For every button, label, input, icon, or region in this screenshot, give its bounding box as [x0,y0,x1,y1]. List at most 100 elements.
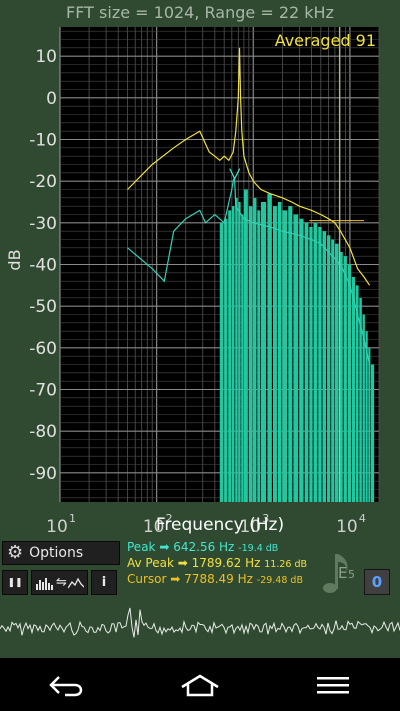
av-peak-label: Av Peak [127,556,174,570]
gear-icon: ⚙ [7,542,24,563]
x-axis-label: Frequency (Hz) [156,515,284,535]
db-tick-label: -30 [29,214,57,234]
peak-db: -19.4 dB [238,543,279,554]
spectrum-bar [318,227,322,502]
peak-value: 642.56 Hz [173,540,235,554]
db-tick-label: -50 [29,297,57,317]
spectrum-bar [351,277,356,502]
note-octave: 5 [348,568,355,581]
arrow-icon: ➡ [170,572,181,586]
frequency-tick-exponent: 1 [69,512,76,525]
options-button[interactable]: ⚙ Options [2,541,120,565]
home-button[interactable] [160,658,240,711]
db-tick-label: -70 [29,381,57,401]
swap-icon: ⇋ [56,575,67,590]
cursor-value: 7788.49 Hz [184,572,253,586]
home-icon [181,674,219,696]
spectrum-bar [267,193,272,502]
averaged-counter: Averaged 91 [275,31,376,50]
db-tick-label: 0 [46,89,57,109]
spectrum-plot[interactable]: 100-10-20-30-40-50-60-70-80-90 10 1 10 2 10 3… [0,0,400,540]
spectrum-bar [231,206,235,502]
info-button[interactable]: i [91,570,117,595]
menu-icon [317,676,350,693]
frequency-tick-labels: 10 1 10 2 10 3 10 4 [46,512,366,537]
db-tick-label: -40 [29,256,57,276]
spectrum-bar [313,222,318,503]
spectrum-bar [235,197,238,503]
peak-label: Peak [127,540,156,554]
spectrum-bar [243,189,248,502]
spectrum-bar [304,222,309,503]
spectrum-bars [219,189,375,503]
bars-icon [36,577,54,590]
spectrum-bar [277,202,282,502]
frequency-tick-label: 10 [239,517,261,537]
peak-marker [229,168,241,181]
cursor-readout: Cursor ➡ 7788.49 Hz -29.48 dB [127,572,327,588]
db-tick-label: -60 [29,339,57,359]
spectrum-bar [362,314,365,502]
spectrum-bar [293,214,299,502]
spectrum-bar [327,235,331,503]
note-letter: E [338,564,347,582]
spectrum-bar [238,202,241,502]
average-spectrum-line [127,47,371,286]
cursor-db: -29.48 dB [256,575,303,586]
frequency-tick-label: 10 [46,517,68,537]
waveform-display [0,607,400,638]
spectrum-bar [299,218,304,502]
pause-button[interactable]: ❚❚ [2,570,28,595]
db-tick-labels: 10 0 -10 -20 -30 -40 -50 -60 -70 -80 -90 [29,47,57,484]
spectrum-bar [331,239,335,502]
spectrum-bar [359,297,362,502]
spectrum-lines [127,47,371,365]
spectrum-bar [347,264,352,502]
spectrum-bar [370,364,375,502]
back-button[interactable] [27,658,107,711]
waveform-trace [0,607,400,638]
db-tick-label: -90 [29,464,57,484]
spectrum-bar [272,206,277,502]
spectrum-bar [257,210,261,503]
peak-readouts: Peak ➡ 642.56 Hz -19.4 dB Av Peak ➡ 1789… [127,540,327,588]
av-peak-value: 1789.62 Hz [191,556,261,570]
arrow-icon: ➡ [159,540,170,554]
av-peak-readout: Av Peak ➡ 1789.62 Hz 11.26 dB [127,556,327,572]
frequency-tick-exponent: 4 [359,512,366,525]
frequency-tick-exponent: 3 [262,512,269,525]
spectrum-bar [253,197,257,503]
frequency-tick-label: 10 [143,517,165,537]
spectrum-bar [248,206,253,502]
av-peak-db: 11.26 dB [264,559,307,570]
info-icon: i [101,575,107,590]
frequency-tick-exponent: 2 [166,512,173,525]
spectrum-bar [365,331,368,502]
spectrum-bar [368,347,371,502]
spectrum-bar [343,256,347,502]
spectrum-bar [219,222,224,503]
options-label: Options [29,545,84,561]
db-tick-label: 10 [35,47,57,67]
cursor-crosshair [229,27,364,502]
pause-icon: ❚❚ [7,577,23,588]
frequency-tick-label: 10 [336,517,358,537]
musical-note-icon: E [323,554,348,593]
y-axis-label: dB [5,249,24,270]
fft-settings-title: FFT size = 1024, Range = 22 kHz [66,3,334,22]
spectrum-bar [282,210,288,503]
spectrum-bar [224,218,228,502]
reset-average-button[interactable]: 0 [364,569,390,595]
line-graph-icon [67,577,84,588]
recent-apps-button[interactable] [293,658,373,711]
display-mode-button[interactable]: ⇋ [31,570,88,595]
spectrum-bar [241,214,244,502]
spectrum-bar [339,252,343,502]
spectrum-bar [228,210,232,503]
android-navigation-bar [0,658,400,711]
spectrum-bar [260,202,267,502]
peak-readout: Peak ➡ 642.56 Hz -19.4 dB [127,540,327,556]
peak-hold-line [127,176,371,365]
reset-icon: 0 [371,573,383,591]
spectrum-bar [322,231,327,502]
